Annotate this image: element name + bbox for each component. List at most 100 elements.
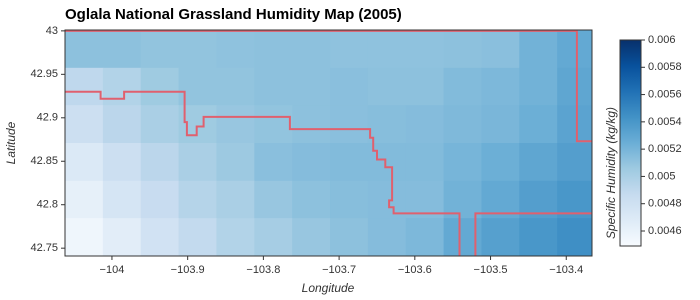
heatmap-cell: [519, 143, 558, 182]
x-axis-label: Longitude: [302, 281, 355, 295]
x-tick-label: −104: [100, 264, 125, 276]
heatmap-cell: [292, 30, 331, 69]
heatmap-cell: [330, 143, 369, 182]
heatmap-cell: [254, 180, 293, 219]
heatmap-cell: [254, 143, 293, 182]
heatmap-cell: [102, 67, 142, 106]
heatmap-cell: [557, 218, 592, 256]
heatmap-cell: [140, 143, 180, 182]
y-tick-label: 42.8: [37, 199, 58, 211]
x-tick-label: −103.9: [171, 264, 205, 276]
heatmap-cell: [405, 67, 445, 106]
heatmap-cell: [519, 30, 558, 69]
heatmap-cell: [178, 30, 217, 69]
colorbar-tick-label: 0.0054: [648, 116, 682, 128]
heatmap-cell: [519, 218, 558, 256]
y-tick-label: 42.85: [30, 155, 58, 167]
heatmap-cell: [254, 30, 293, 69]
colorbar-tick-label: 0.0048: [648, 198, 682, 210]
chart-title: Oglala National Grassland Humidity Map (…: [65, 6, 402, 23]
colorbar: [619, 39, 642, 247]
heatmap-cell: [292, 218, 331, 256]
y-tick-label: 42.9: [37, 112, 58, 124]
heatmap-cell: [65, 143, 104, 182]
heatmap-cell: [481, 30, 520, 69]
heatmap-cell: [557, 180, 592, 219]
heatmap-cell: [557, 143, 592, 182]
heatmap-cell: [216, 180, 255, 219]
heatmap-cell: [216, 67, 255, 106]
colorbar-tick-label: 0.005: [648, 170, 676, 182]
heatmap-cell: [102, 218, 142, 256]
heatmap-cell: [178, 143, 217, 182]
x-tick-label: −103.6: [398, 264, 432, 276]
heatmap-cell: [254, 105, 293, 144]
heatmap-cell: [65, 218, 104, 256]
y-tick-label: 43: [46, 25, 58, 37]
heatmap-cell: [481, 143, 520, 182]
heatmap-cell: [102, 143, 142, 182]
colorbar-tick-label: 0.0046: [648, 225, 682, 237]
heatmap-cell: [254, 67, 293, 106]
heatmap-cell: [330, 180, 369, 219]
heatmap-cell: [292, 143, 331, 182]
heatmap-cell: [557, 67, 592, 106]
heatmap-cell: [330, 218, 369, 256]
colorbar-tick-label: 0.006: [648, 34, 676, 46]
heatmap-cell: [443, 180, 482, 219]
heatmap-cell: [367, 143, 407, 182]
colorbar-tick-label: 0.0058: [648, 61, 682, 73]
heatmap-cell: [330, 105, 369, 144]
heatmap-cell: [481, 218, 520, 256]
colorbar-tick-label: 0.0052: [648, 143, 682, 155]
heatmap-cell: [481, 105, 520, 144]
boundary-line: [65, 30, 592, 256]
heatmap-cell: [367, 67, 407, 106]
heatmap-cell: [367, 180, 407, 219]
heatmap-cell: [367, 30, 407, 69]
heatmap-cell: [140, 218, 180, 256]
heatmap-cell: [405, 30, 445, 69]
heatmap-cell: [102, 105, 142, 144]
heatmap-cell: [65, 180, 104, 219]
y-tick-label: 42.95: [30, 68, 58, 80]
heatmap-cell: [292, 105, 331, 144]
heatmap-cell: [292, 67, 331, 106]
heatmap-cell: [405, 105, 445, 144]
heatmap-cell: [292, 180, 331, 219]
colorbar-tick-label: 0.0056: [648, 88, 682, 100]
heatmap-cell: [519, 105, 558, 144]
heatmap-cell: [405, 218, 445, 256]
x-tick-label: −103.8: [246, 264, 280, 276]
colorbar-label: Specific Humidity (kg/kg): [604, 107, 618, 239]
x-tick-label: −103.5: [474, 264, 508, 276]
heatmap-cell: [330, 67, 369, 106]
heatmap-cell: [102, 30, 142, 69]
heatmap-cell: [330, 30, 369, 69]
heatmap-cell: [481, 180, 520, 219]
heatmap-cell: [216, 218, 255, 256]
heatmap-cell: [519, 180, 558, 219]
heatmap-cell: [178, 218, 217, 256]
heatmap-cell: [367, 105, 407, 144]
heatmap-cell: [443, 30, 482, 69]
y-tick-label: 42.75: [30, 242, 58, 254]
heatmap-cell: [65, 30, 104, 69]
heatmap-cell: [557, 105, 592, 144]
y-axis-label: Latitude: [4, 121, 18, 164]
x-tick-label: −103.7: [322, 264, 356, 276]
heatmap-cell: [140, 180, 180, 219]
heatmap-cell: [481, 67, 520, 106]
heatmap-cell: [254, 218, 293, 256]
heatmap-cell: [405, 143, 445, 182]
plot-frame: [64, 29, 593, 257]
heatmap-cell: [140, 30, 180, 69]
heatmap-cell: [405, 180, 445, 219]
heatmap-cell: [140, 67, 180, 106]
heatmap-cell: [519, 67, 558, 106]
heatmap: [65, 30, 592, 256]
heatmap-cell: [557, 30, 592, 69]
heatmap-cell: [102, 180, 142, 219]
heatmap-cell: [178, 180, 217, 219]
